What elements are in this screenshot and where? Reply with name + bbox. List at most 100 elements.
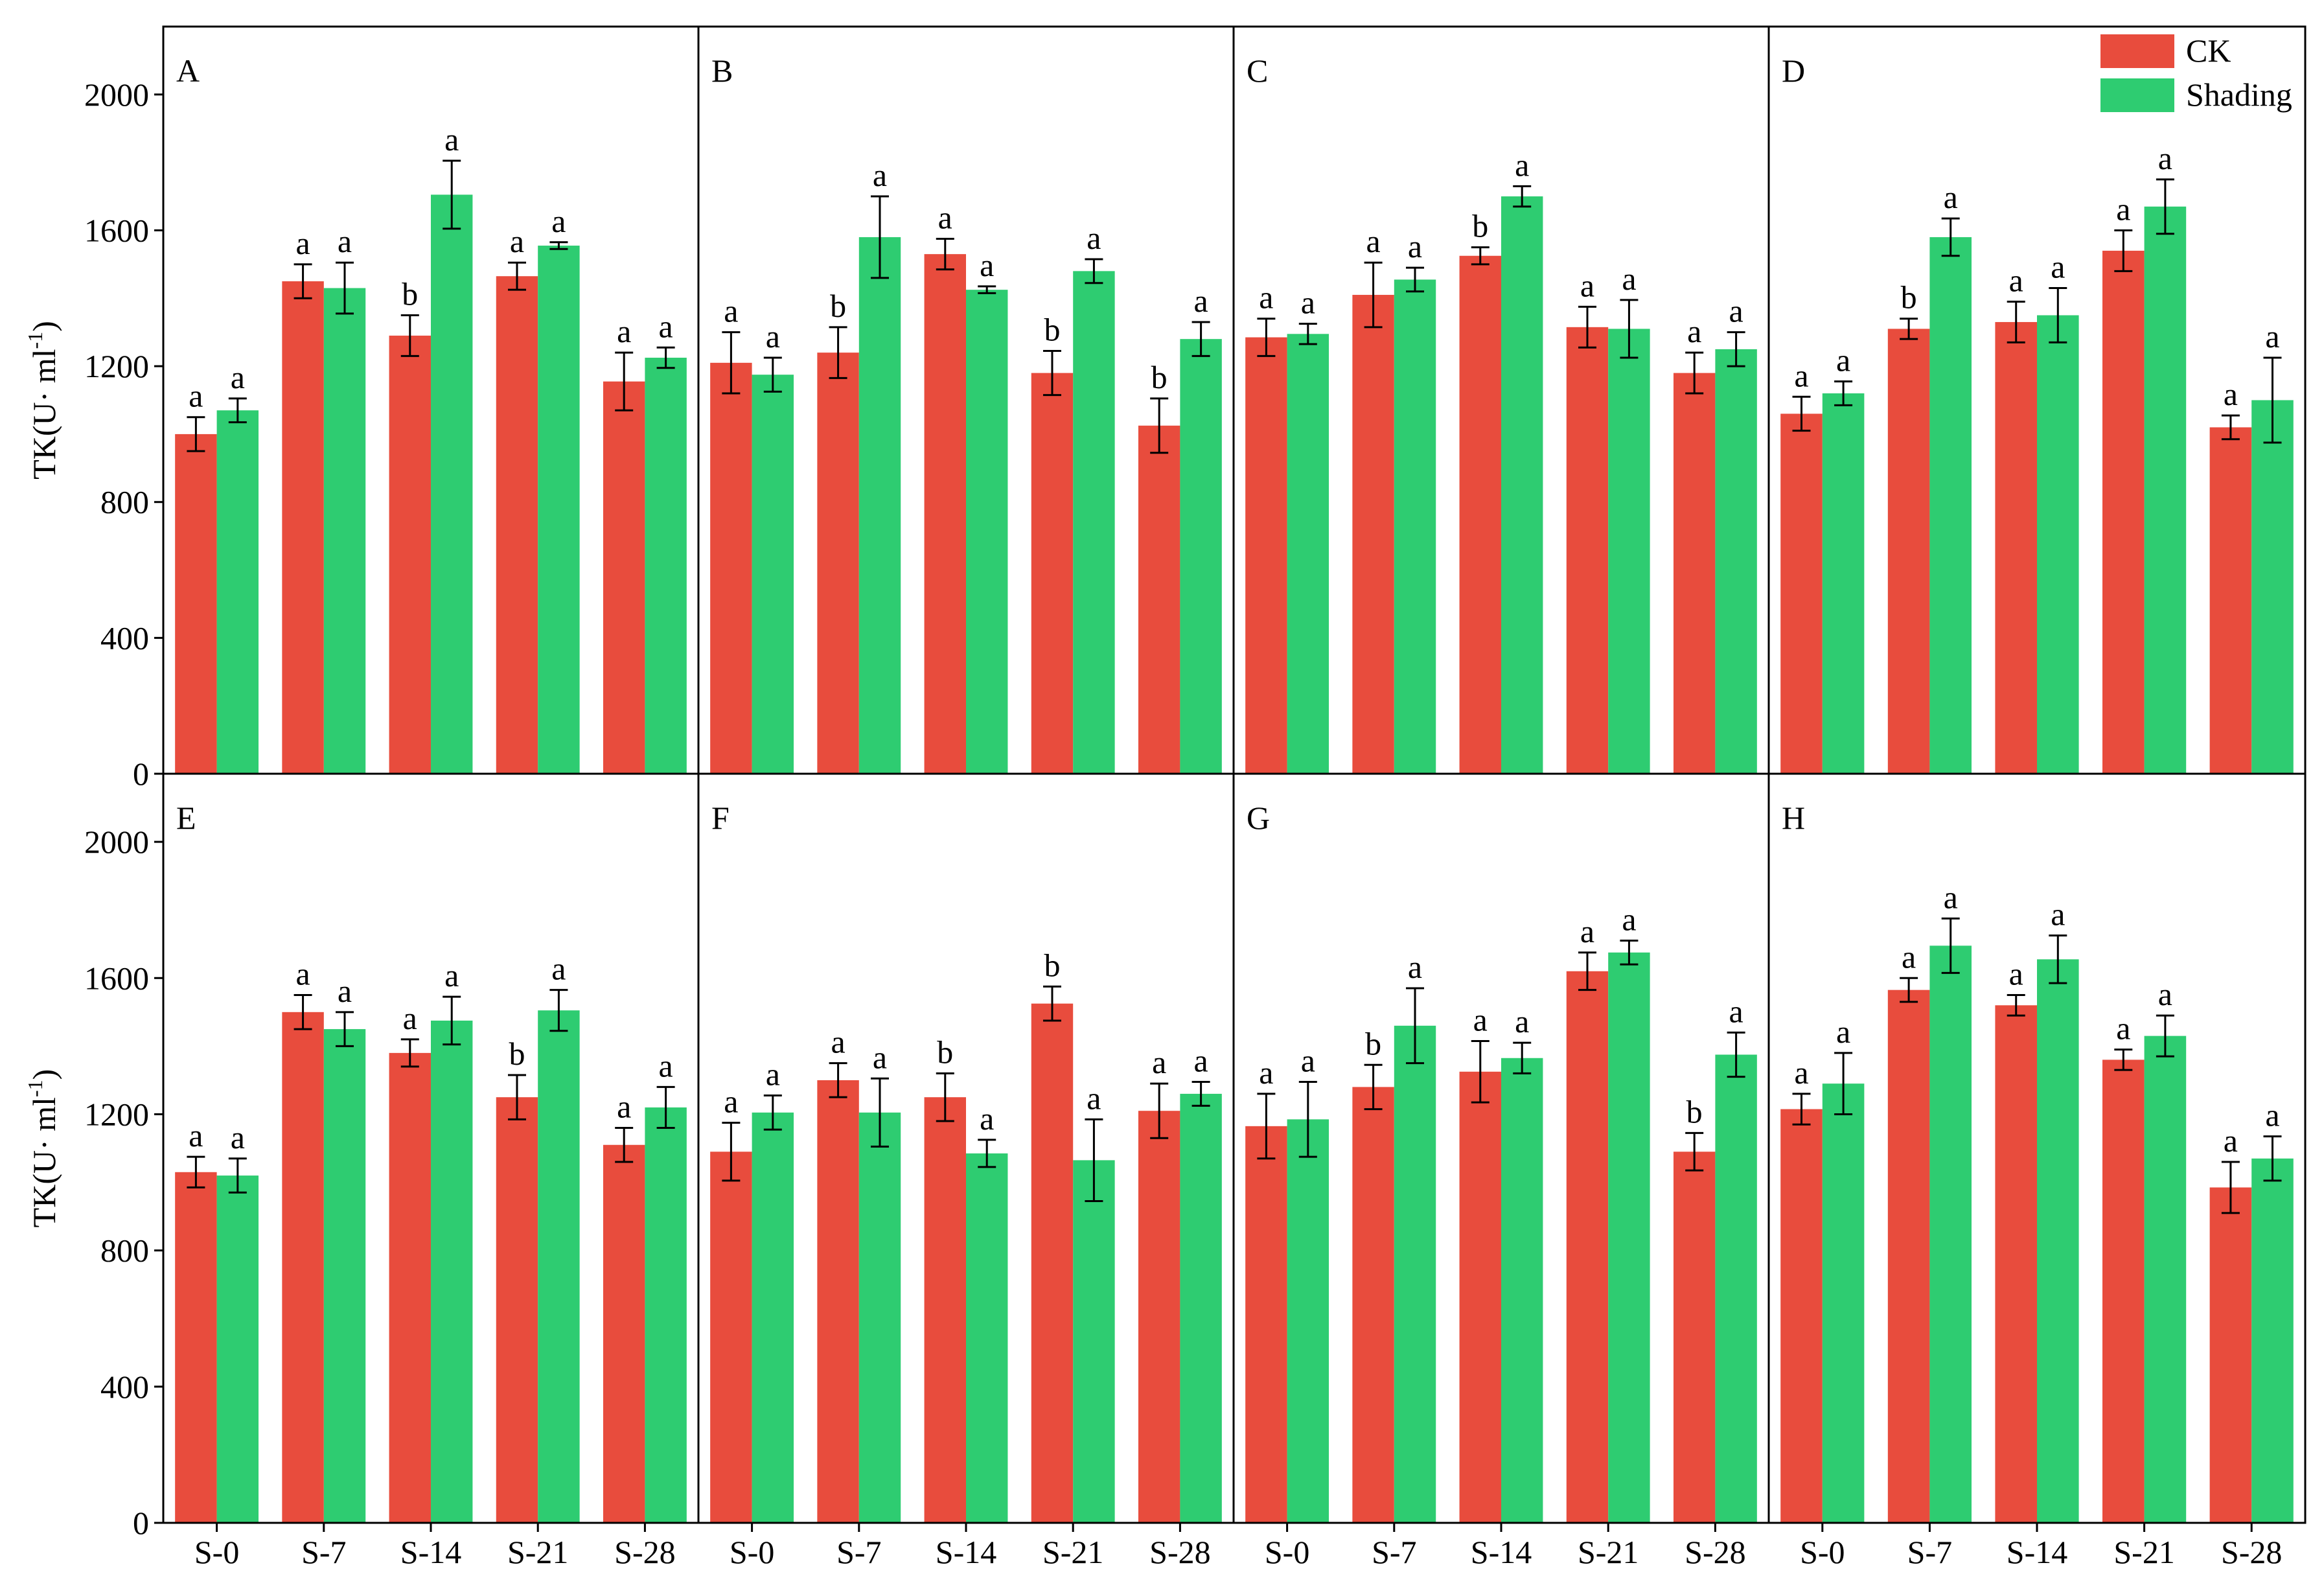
- bar: [389, 1052, 431, 1523]
- bar: [710, 362, 752, 774]
- bar: [1394, 1025, 1436, 1523]
- panel-label: E: [176, 800, 196, 836]
- significance-letter: b: [1365, 1025, 1381, 1061]
- x-tick-label: S-0: [194, 1534, 239, 1570]
- significance-letter: a: [1622, 261, 1636, 297]
- y-label-main: TK(U· ml: [26, 349, 62, 479]
- bar: [1138, 1111, 1180, 1523]
- significance-letter: a: [189, 1117, 203, 1153]
- bar: [2209, 1187, 2252, 1523]
- x-tick-label: S-0: [1265, 1534, 1309, 1570]
- bar: [1287, 334, 1329, 774]
- y-label-sup: -1: [23, 1080, 47, 1097]
- bar: [496, 1097, 538, 1523]
- panel-label: H: [1782, 800, 1805, 836]
- significance-letter: a: [2116, 191, 2130, 227]
- bar: [1780, 413, 1823, 774]
- significance-letter: a: [1152, 1044, 1166, 1080]
- bar: [924, 254, 966, 774]
- significance-letter: a: [510, 223, 524, 259]
- bar: [1459, 255, 1501, 774]
- significance-letter: b: [1686, 1093, 1703, 1129]
- bar: [1608, 952, 1650, 1523]
- significance-letter: a: [2009, 956, 2023, 992]
- significance-letter: a: [1087, 1080, 1101, 1116]
- significance-letter: a: [873, 1039, 887, 1075]
- bar: [1073, 1160, 1115, 1523]
- bar: [538, 246, 580, 774]
- x-tick-label: S-21: [1578, 1534, 1639, 1570]
- x-tick-label: S-7: [301, 1534, 346, 1570]
- y-label-sup: -1: [23, 332, 47, 349]
- bar: [1929, 945, 1972, 1523]
- x-tick-label: S-21: [507, 1534, 568, 1570]
- significance-letter: a: [295, 225, 310, 261]
- significance-letter: b: [1044, 947, 1060, 983]
- significance-letter: a: [1301, 284, 1315, 321]
- significance-letter: a: [231, 1119, 245, 1155]
- bar: [323, 288, 366, 774]
- panel-label: C: [1247, 52, 1268, 89]
- significance-letter: a: [724, 1083, 738, 1120]
- bar: [752, 375, 794, 774]
- significance-letter: a: [295, 956, 310, 992]
- significance-letter: a: [1944, 179, 1958, 215]
- bar: [1180, 339, 1222, 774]
- bar: [1566, 327, 1609, 774]
- y-axis-label: TK(U· ml-1): [23, 1069, 62, 1228]
- y-tick-label: 1200: [84, 348, 149, 384]
- x-tick-label: S-28: [1685, 1534, 1745, 1570]
- bar: [1138, 425, 1180, 774]
- panel-label: F: [711, 800, 730, 836]
- bar: [1501, 1058, 1543, 1523]
- bar: [1887, 329, 1930, 774]
- significance-letter: a: [938, 200, 952, 236]
- significance-letter: a: [444, 957, 459, 993]
- significance-letter: a: [617, 1088, 631, 1124]
- significance-letter: a: [2265, 318, 2279, 354]
- bar: [2037, 959, 2079, 1523]
- significance-letter: a: [1729, 293, 1743, 329]
- significance-letter: a: [231, 359, 245, 395]
- bar: [1459, 1071, 1501, 1523]
- bar: [1245, 337, 1287, 774]
- y-tick-label: 800: [100, 484, 149, 520]
- significance-letter: a: [1259, 279, 1273, 316]
- bar: [282, 281, 324, 774]
- bar: [2144, 206, 2187, 774]
- y-tick-label: 1600: [84, 960, 149, 996]
- significance-letter: a: [2158, 976, 2172, 1012]
- significance-letter: a: [1580, 267, 1594, 303]
- bar: [1929, 237, 1972, 774]
- bar: [710, 1152, 752, 1523]
- bar: [1673, 1152, 1716, 1523]
- significance-letter: a: [338, 973, 352, 1009]
- bar: [603, 1144, 645, 1523]
- x-tick-label: S-21: [1042, 1534, 1103, 1570]
- bar: [1352, 1087, 1394, 1523]
- significance-letter: a: [1259, 1054, 1273, 1091]
- significance-letter: a: [2158, 140, 2172, 176]
- x-tick-label: S-28: [2221, 1534, 2282, 1570]
- significance-letter: a: [659, 1047, 673, 1083]
- x-tick-label: S-14: [1471, 1534, 1532, 1570]
- bar: [817, 1080, 859, 1523]
- significance-letter: a: [980, 247, 994, 283]
- bar: [2251, 1158, 2294, 1523]
- bar: [858, 1112, 901, 1523]
- bar: [1501, 196, 1543, 774]
- bar: [1566, 971, 1609, 1523]
- significance-letter: a: [831, 1024, 845, 1060]
- significance-letter: a: [980, 1100, 994, 1137]
- bar: [538, 1010, 580, 1523]
- panel-label: A: [176, 52, 200, 89]
- bar: [1180, 1093, 1222, 1523]
- significance-letter: a: [766, 318, 780, 354]
- bar: [496, 276, 538, 774]
- significance-letter: a: [2224, 1122, 2238, 1159]
- significance-letter: a: [1902, 938, 1916, 975]
- significance-letter: a: [1087, 220, 1101, 256]
- significance-letter: a: [1794, 357, 1808, 393]
- significance-letter: a: [2265, 1097, 2279, 1133]
- bar: [175, 434, 217, 774]
